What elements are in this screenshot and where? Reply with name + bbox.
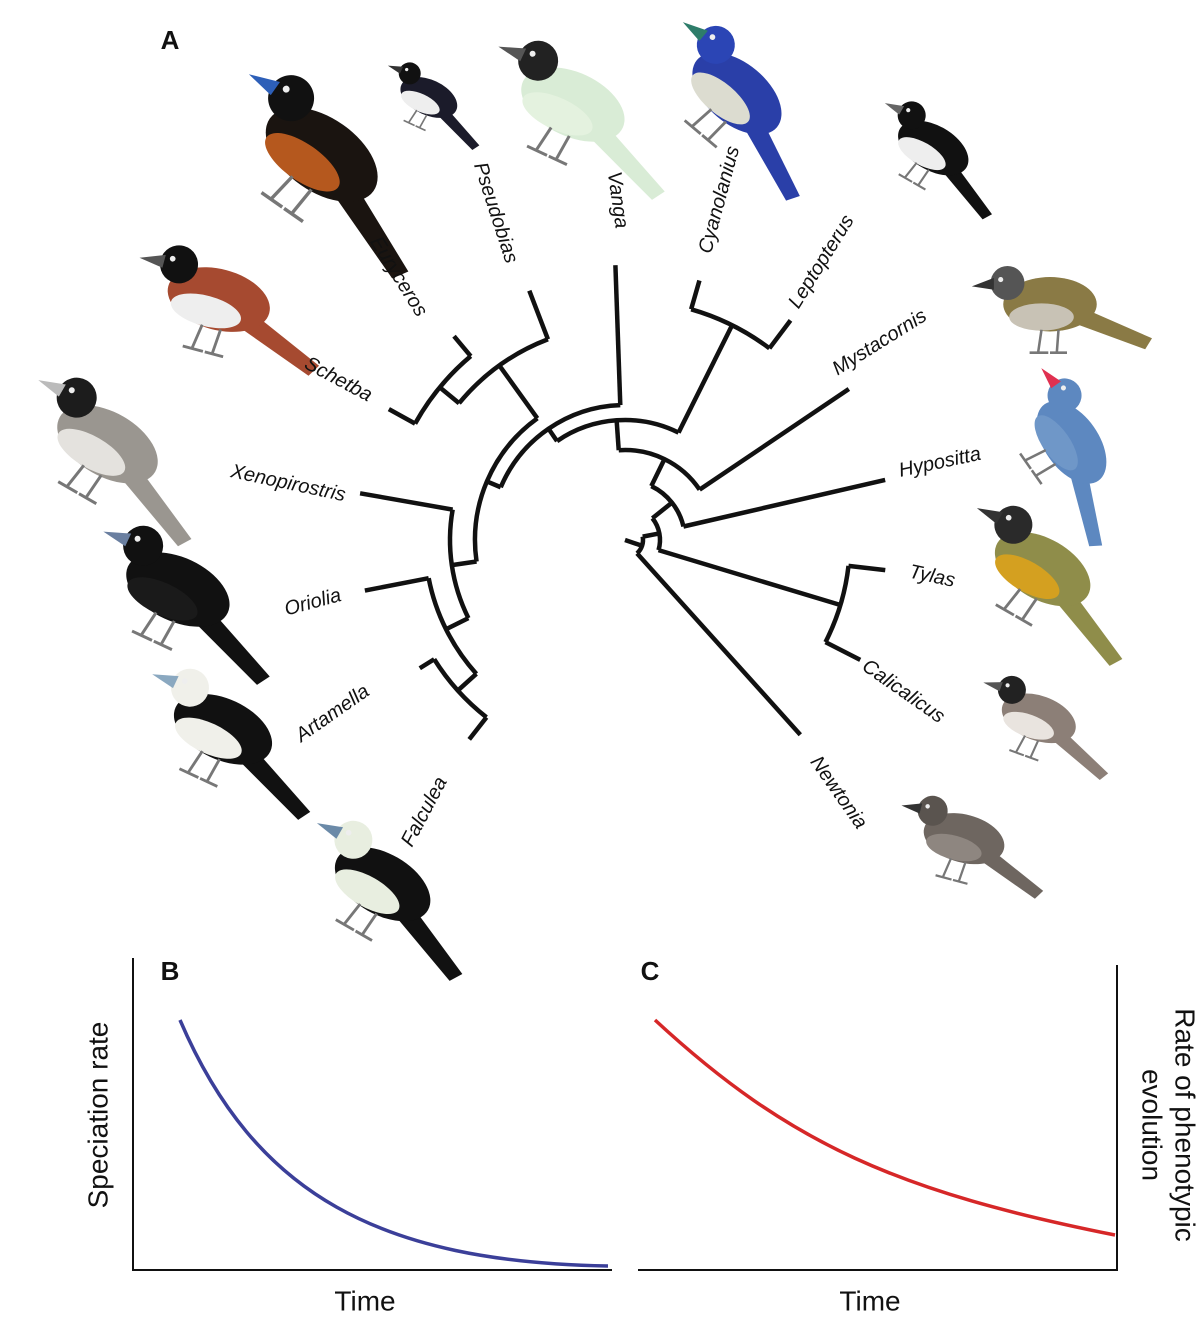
branch <box>849 566 886 570</box>
panel-label: B <box>161 956 180 986</box>
branch <box>651 459 664 486</box>
bird-beak <box>139 249 166 268</box>
bird-belly <box>1009 303 1074 330</box>
phenotypic-rate-curve <box>655 1020 1115 1235</box>
branch <box>652 503 672 519</box>
panel-label: C <box>641 956 660 986</box>
panel-label: A <box>161 25 180 55</box>
bird-illustrations <box>0 5 1163 988</box>
bird-illustration <box>0 359 234 553</box>
branch <box>529 291 548 340</box>
branch <box>617 420 619 450</box>
bird-beak <box>982 676 1002 691</box>
branch-arc <box>501 405 621 487</box>
bird-illustration <box>940 488 1163 673</box>
branch <box>446 618 468 629</box>
taxon-label: Euryceros <box>365 233 431 321</box>
bird-beak <box>497 38 526 62</box>
taxon-label: Tylas <box>907 561 957 592</box>
branch <box>452 562 477 566</box>
bird-beak <box>102 523 131 547</box>
taxon-label: Calicalicus <box>858 655 949 728</box>
taxon-label: Leptopterus <box>784 211 859 312</box>
branch <box>679 325 733 432</box>
taxon-label: Newtonia <box>806 752 872 833</box>
branch <box>615 265 620 405</box>
taxon-labels: Falculea Artamella Oriolia Xenopirostris Sch… <box>228 144 983 850</box>
bird-head <box>991 266 1025 300</box>
branch <box>499 366 537 419</box>
bird-illustration <box>370 54 499 154</box>
bird-beak <box>387 61 403 74</box>
bird-eye <box>998 277 1003 282</box>
bird-illustration <box>972 266 1152 353</box>
branch <box>440 387 459 403</box>
branch <box>360 493 453 509</box>
bird-beak <box>901 798 923 813</box>
bird-illustration <box>635 5 852 209</box>
bird-illustration <box>280 803 503 988</box>
branch <box>659 550 841 605</box>
bird-legs <box>1030 330 1067 353</box>
taxon-label: Mystacornis <box>829 305 931 380</box>
branch <box>625 540 642 546</box>
branch <box>458 674 477 691</box>
speciation-curve <box>180 1020 608 1266</box>
bird-illustration <box>965 667 1129 785</box>
taxon-label: Hypositta <box>897 443 983 482</box>
taxon-label: Cyanolanius <box>694 144 744 256</box>
bird-beak <box>151 666 179 688</box>
x-axis-label: Time <box>334 1285 395 1316</box>
branch-arc <box>475 418 537 561</box>
branch <box>469 717 486 739</box>
taxon-label: Schetba <box>301 352 376 406</box>
x-axis-label: Time <box>839 1285 900 1316</box>
branch <box>825 642 860 660</box>
branch <box>365 578 429 590</box>
branch <box>691 280 699 309</box>
y-axis-label: Rate of phenotypic <box>1170 1008 1201 1242</box>
branch <box>420 659 434 668</box>
y-axis-label: evolution <box>1137 1069 1168 1181</box>
branch <box>643 533 660 536</box>
figure: Falculea Artamella Oriolia Xenopirostris Sch… <box>0 0 1203 1319</box>
taxon-label: Oriolia <box>282 584 344 620</box>
branch <box>683 480 885 527</box>
bird-illustration <box>858 89 1022 225</box>
taxon-label: Vanga <box>603 170 633 230</box>
bird-beak <box>972 278 994 290</box>
taxon-label: Artamella <box>291 680 374 747</box>
page: {"panels": { "a": {"label": "A", "taxa":… <box>0 0 1203 1319</box>
taxon-label: Pseudobias <box>469 160 522 266</box>
taxon-label: Xenopirostris <box>228 460 348 506</box>
phylogeny <box>360 265 885 739</box>
y-axis-label: Speciation rate <box>82 1022 113 1209</box>
branch <box>700 389 849 490</box>
bird-illustration <box>465 25 700 207</box>
bird-illustration <box>886 788 1059 903</box>
branch <box>389 409 415 424</box>
branch <box>454 336 471 356</box>
branch <box>637 553 800 734</box>
branch <box>769 320 790 348</box>
taxon-label: Falculea <box>397 773 452 850</box>
